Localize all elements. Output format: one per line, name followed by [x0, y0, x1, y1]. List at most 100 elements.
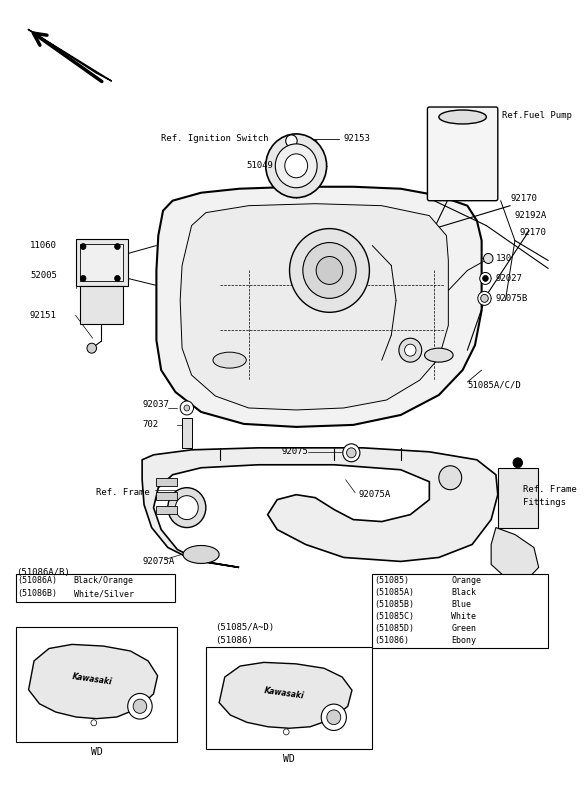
- Circle shape: [283, 729, 289, 735]
- Bar: [157, 506, 178, 514]
- PathPatch shape: [29, 644, 158, 718]
- Bar: [75, 238, 128, 286]
- PathPatch shape: [180, 204, 449, 410]
- Text: (51086A): (51086A): [18, 576, 58, 586]
- PathPatch shape: [157, 186, 482, 427]
- Text: 52005: 52005: [30, 271, 57, 280]
- Circle shape: [303, 242, 356, 298]
- Circle shape: [81, 275, 86, 282]
- Circle shape: [275, 144, 317, 188]
- Text: (51086B): (51086B): [18, 590, 58, 598]
- Circle shape: [481, 294, 488, 302]
- Text: 92170: 92170: [510, 194, 537, 203]
- Circle shape: [321, 704, 346, 730]
- Circle shape: [286, 135, 297, 147]
- Text: Ref. Frame: Ref. Frame: [523, 485, 576, 494]
- Ellipse shape: [425, 348, 453, 362]
- Polygon shape: [28, 30, 112, 81]
- Circle shape: [285, 154, 308, 178]
- Ellipse shape: [439, 110, 486, 124]
- Bar: [81, 243, 123, 282]
- Circle shape: [175, 496, 198, 519]
- Circle shape: [114, 275, 120, 282]
- Text: 11060: 11060: [30, 241, 57, 250]
- Circle shape: [405, 344, 416, 356]
- Circle shape: [133, 699, 147, 714]
- Text: 92151: 92151: [30, 310, 57, 320]
- Text: 92037: 92037: [142, 401, 169, 410]
- Text: Orange: Orange: [451, 576, 481, 585]
- Bar: [16, 574, 175, 602]
- Text: (51086): (51086): [215, 636, 253, 645]
- Text: 92170: 92170: [520, 228, 547, 237]
- Circle shape: [316, 257, 343, 285]
- Circle shape: [128, 694, 152, 719]
- Circle shape: [184, 405, 190, 411]
- Circle shape: [479, 273, 491, 285]
- Bar: [81, 286, 123, 324]
- Text: 92192A: 92192A: [515, 211, 547, 220]
- Text: Ref.Fuel Pump: Ref.Fuel Pump: [502, 111, 572, 121]
- Text: 51049: 51049: [247, 162, 274, 170]
- Text: Black: Black: [451, 588, 476, 597]
- Circle shape: [484, 254, 493, 263]
- Text: (51085/A~D): (51085/A~D): [215, 622, 274, 632]
- Text: Black/Orange: Black/Orange: [74, 576, 134, 586]
- Circle shape: [87, 343, 96, 353]
- Circle shape: [81, 243, 86, 250]
- Text: Blue: Blue: [451, 600, 471, 609]
- Circle shape: [482, 275, 488, 282]
- Text: White/Silver: White/Silver: [74, 590, 134, 598]
- Text: Kawasaki: Kawasaki: [72, 672, 113, 686]
- Text: Ebony: Ebony: [451, 636, 476, 645]
- Circle shape: [180, 401, 193, 415]
- Text: (51085D): (51085D): [374, 624, 414, 633]
- Bar: [206, 647, 372, 749]
- Circle shape: [399, 338, 422, 362]
- Text: 92075: 92075: [282, 447, 309, 456]
- Text: Green: Green: [451, 624, 476, 633]
- Text: (51085B): (51085B): [374, 600, 414, 609]
- Circle shape: [266, 134, 326, 198]
- Text: (51085A): (51085A): [374, 588, 414, 597]
- Bar: [157, 492, 178, 500]
- Text: 92075A: 92075A: [142, 557, 175, 566]
- Text: Ref. Frame: Ref. Frame: [96, 488, 150, 497]
- Text: 92027: 92027: [496, 274, 523, 283]
- Circle shape: [346, 448, 356, 458]
- PathPatch shape: [142, 448, 498, 567]
- Bar: [498, 468, 538, 527]
- Text: (51086A/B): (51086A/B): [16, 568, 69, 577]
- Circle shape: [91, 720, 96, 726]
- Text: 92075B: 92075B: [496, 294, 528, 303]
- Text: 702: 702: [142, 421, 158, 430]
- Text: WD: WD: [283, 754, 294, 764]
- Bar: [372, 574, 548, 648]
- Bar: [157, 478, 178, 486]
- Circle shape: [327, 710, 341, 725]
- Text: Kawasaki: Kawasaki: [264, 686, 305, 700]
- PathPatch shape: [491, 527, 538, 578]
- Ellipse shape: [183, 546, 219, 563]
- FancyBboxPatch shape: [427, 107, 498, 201]
- Text: 130: 130: [496, 254, 512, 263]
- Text: Fittings: Fittings: [523, 498, 565, 507]
- Circle shape: [343, 444, 360, 462]
- Text: (51085): (51085): [374, 576, 409, 585]
- Circle shape: [114, 243, 120, 250]
- Bar: [16, 627, 178, 742]
- Text: Ref. Ignition Switch: Ref. Ignition Switch: [161, 134, 269, 143]
- PathPatch shape: [219, 662, 352, 728]
- Text: White: White: [451, 612, 476, 621]
- Text: (51085C): (51085C): [374, 612, 414, 621]
- Text: 92075A: 92075A: [358, 490, 390, 499]
- Text: WD: WD: [91, 746, 102, 757]
- Ellipse shape: [213, 352, 246, 368]
- Circle shape: [439, 466, 462, 490]
- Text: 92153: 92153: [344, 134, 371, 143]
- Circle shape: [290, 229, 370, 312]
- Text: 51085A/C/D: 51085A/C/D: [467, 381, 521, 390]
- Text: (51086): (51086): [374, 636, 409, 645]
- Circle shape: [513, 458, 523, 468]
- Circle shape: [478, 291, 491, 306]
